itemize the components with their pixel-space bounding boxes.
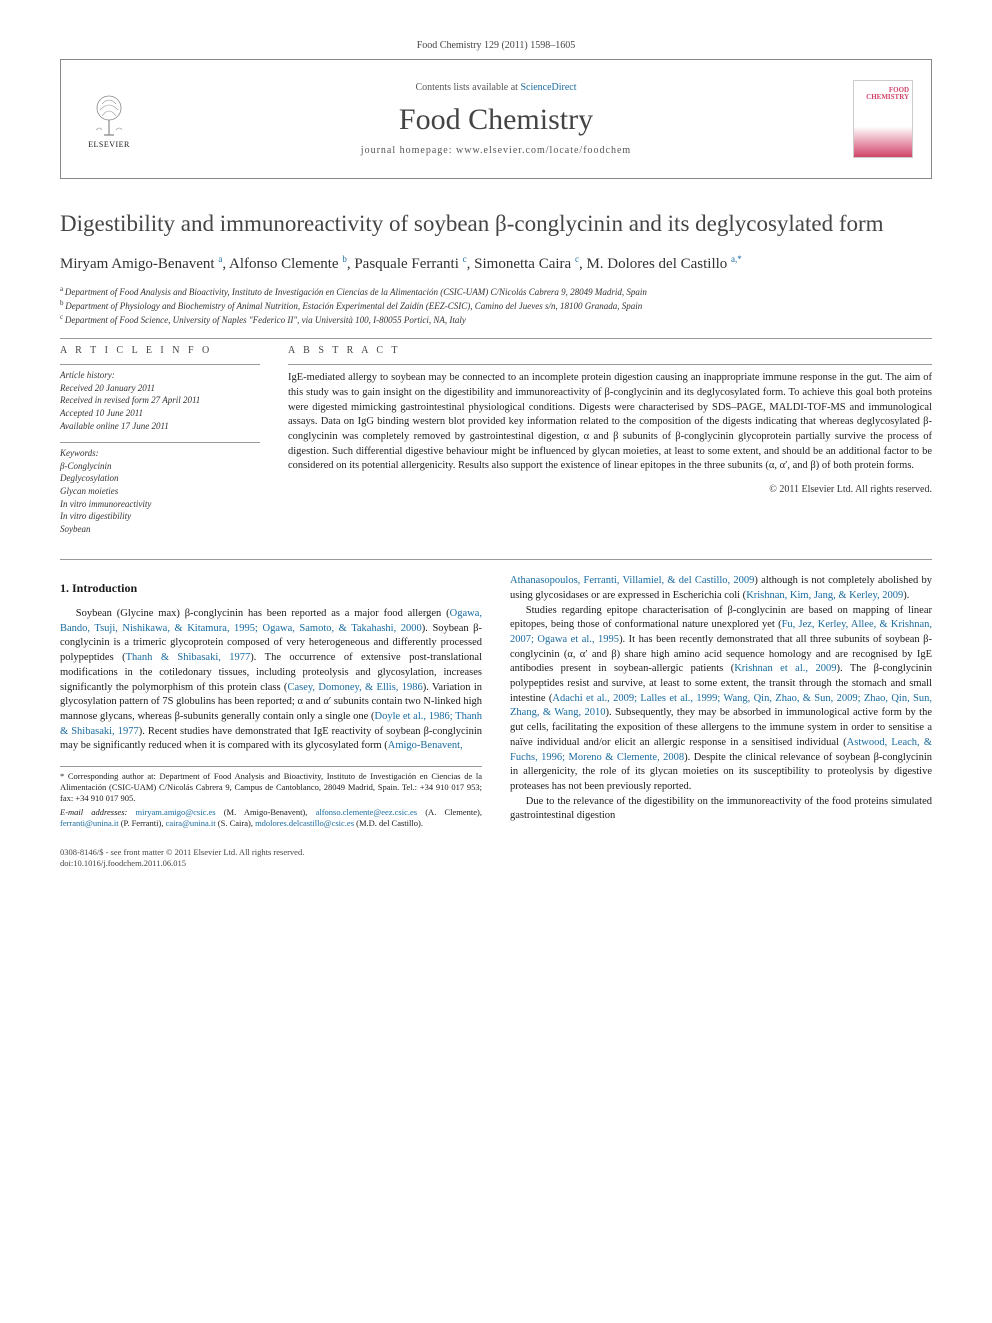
email-link[interactable]: alfonso.clemente@eez.csic.es	[316, 807, 418, 817]
citation-link[interactable]: Krishnan, Kim, Jang, & Kerley, 2009	[746, 590, 903, 601]
citation-link[interactable]: Casey, Domoney, & Ellis, 1986	[287, 682, 422, 693]
email-link[interactable]: mdolores.delcastillo@csic.es	[255, 818, 354, 828]
author-affiliation-marker: a	[218, 254, 222, 264]
abstract-copyright: © 2011 Elsevier Ltd. All rights reserved…	[288, 484, 932, 495]
text-run: Due to the relevance of the digestibilit…	[510, 796, 932, 822]
history-line: Accepted 10 June 2011	[60, 407, 260, 420]
body-paragraph: Due to the relevance of the digestibilit…	[510, 795, 932, 824]
citation-link[interactable]: Athanasopoulos, Ferranti, Villamiel, & d…	[510, 575, 754, 586]
divider	[60, 442, 260, 443]
sciencedirect-link[interactable]: ScienceDirect	[520, 82, 576, 93]
body-paragraph: Athanasopoulos, Ferranti, Villamiel, & d…	[510, 574, 932, 603]
abstract-label: A B S T R A C T	[288, 345, 932, 356]
keyword: β-Conglycinin	[60, 460, 260, 473]
history-line: Received 20 January 2011	[60, 382, 260, 395]
publisher-name: ELSEVIER	[88, 140, 130, 149]
body-text: 1. Introduction Soybean (Glycine max) β-…	[60, 574, 932, 829]
email-link[interactable]: ferranti@unina.it	[60, 818, 119, 828]
journal-header: ELSEVIER Contents lists available at Sci…	[60, 59, 932, 179]
author-name: Alfonso Clemente	[229, 256, 342, 272]
affiliation-line: c Department of Food Science, University…	[60, 313, 932, 327]
citation-link[interactable]: Krishnan et al., 2009	[734, 663, 836, 674]
author-affiliation-marker: c	[463, 254, 467, 264]
author-affiliation-marker: c	[575, 254, 579, 264]
article-history: Article history: Received 20 January 201…	[60, 369, 260, 432]
body-paragraph: Soybean (Glycine max) β-conglycinin has …	[60, 607, 482, 754]
email-link[interactable]: miryam.amigo@csic.es	[135, 807, 215, 817]
text-run: ).	[903, 590, 909, 601]
divider	[60, 364, 260, 365]
cover-brand-text: FOOD CHEMISTRY	[857, 87, 909, 101]
keyword: In vitro immunoreactivity	[60, 498, 260, 511]
section-heading-intro: 1. Introduction	[60, 580, 482, 597]
issn-line: 0308-8146/$ - see front matter © 2011 El…	[60, 847, 932, 858]
email-link[interactable]: caira@unina.it	[166, 818, 216, 828]
author-name: M. Dolores del Castillo	[586, 256, 731, 272]
elsevier-tree-icon	[84, 90, 134, 140]
citation-link[interactable]: Amigo-Benavent,	[388, 740, 463, 751]
journal-cover-thumbnail: FOOD CHEMISTRY	[853, 80, 913, 158]
article-info-label: A R T I C L E I N F O	[60, 345, 260, 356]
author-affiliation-marker: a,*	[731, 254, 742, 264]
citation-link[interactable]: Thanh & Shibasaki, 1977	[126, 652, 251, 663]
keywords-label: Keywords:	[60, 447, 260, 460]
keyword: In vitro digestibility	[60, 510, 260, 523]
history-line: Available online 17 June 2011	[60, 420, 260, 433]
keyword: Glycan moieties	[60, 485, 260, 498]
keyword: Deglycosylation	[60, 472, 260, 485]
corresponding-author-footnote: * Corresponding author at: Department of…	[60, 766, 482, 829]
email-addresses: E-mail addresses: miryam.amigo@csic.es (…	[60, 807, 482, 829]
info-abstract-row: A R T I C L E I N F O Article history: R…	[60, 345, 932, 535]
corresponding-author-text: * Corresponding author at: Department of…	[60, 771, 482, 804]
affiliation-line: a Department of Food Analysis and Bioact…	[60, 285, 932, 299]
divider	[288, 364, 932, 365]
author-affiliation-marker: b	[342, 254, 347, 264]
affiliations: a Department of Food Analysis and Bioact…	[60, 285, 932, 326]
page-footer: 0308-8146/$ - see front matter © 2011 El…	[60, 847, 932, 869]
running-citation: Food Chemistry 129 (2011) 1598–1605	[60, 40, 932, 51]
divider	[60, 559, 932, 560]
contents-prefix: Contents lists available at	[415, 82, 520, 93]
article-title: Digestibility and immunoreactivity of so…	[60, 209, 932, 239]
keywords-block: Keywords: β-ConglycininDeglycosylationGl…	[60, 447, 260, 535]
journal-homepage: journal homepage: www.elsevier.com/locat…	[139, 145, 853, 156]
header-center: Contents lists available at ScienceDirec…	[139, 82, 853, 156]
elsevier-logo: ELSEVIER	[79, 84, 139, 154]
keyword: Soybean	[60, 523, 260, 536]
history-line: Received in revised form 27 April 2011	[60, 394, 260, 407]
author-list: Miryam Amigo-Benavent a, Alfonso Clement…	[60, 253, 932, 276]
author-name: Pasquale Ferranti	[354, 256, 462, 272]
body-paragraph: Studies regarding epitope characterisati…	[510, 604, 932, 795]
article-info-column: A R T I C L E I N F O Article history: R…	[60, 345, 260, 535]
doi-line: doi:10.1016/j.foodchem.2011.06.015	[60, 858, 932, 869]
journal-name: Food Chemistry	[139, 103, 853, 137]
text-run: Soybean (Glycine max) β-conglycinin has …	[76, 608, 450, 619]
affiliation-line: b Department of Physiology and Biochemis…	[60, 299, 932, 313]
abstract-column: A B S T R A C T IgE-mediated allergy to …	[288, 345, 932, 535]
contents-line: Contents lists available at ScienceDirec…	[139, 82, 853, 93]
author-name: Miryam Amigo-Benavent	[60, 256, 218, 272]
email-label: E-mail addresses:	[60, 807, 135, 817]
abstract-text: IgE-mediated allergy to soybean may be c…	[288, 371, 932, 474]
divider	[60, 338, 932, 339]
history-label: Article history:	[60, 369, 260, 382]
author-name: Simonetta Caira	[474, 256, 575, 272]
